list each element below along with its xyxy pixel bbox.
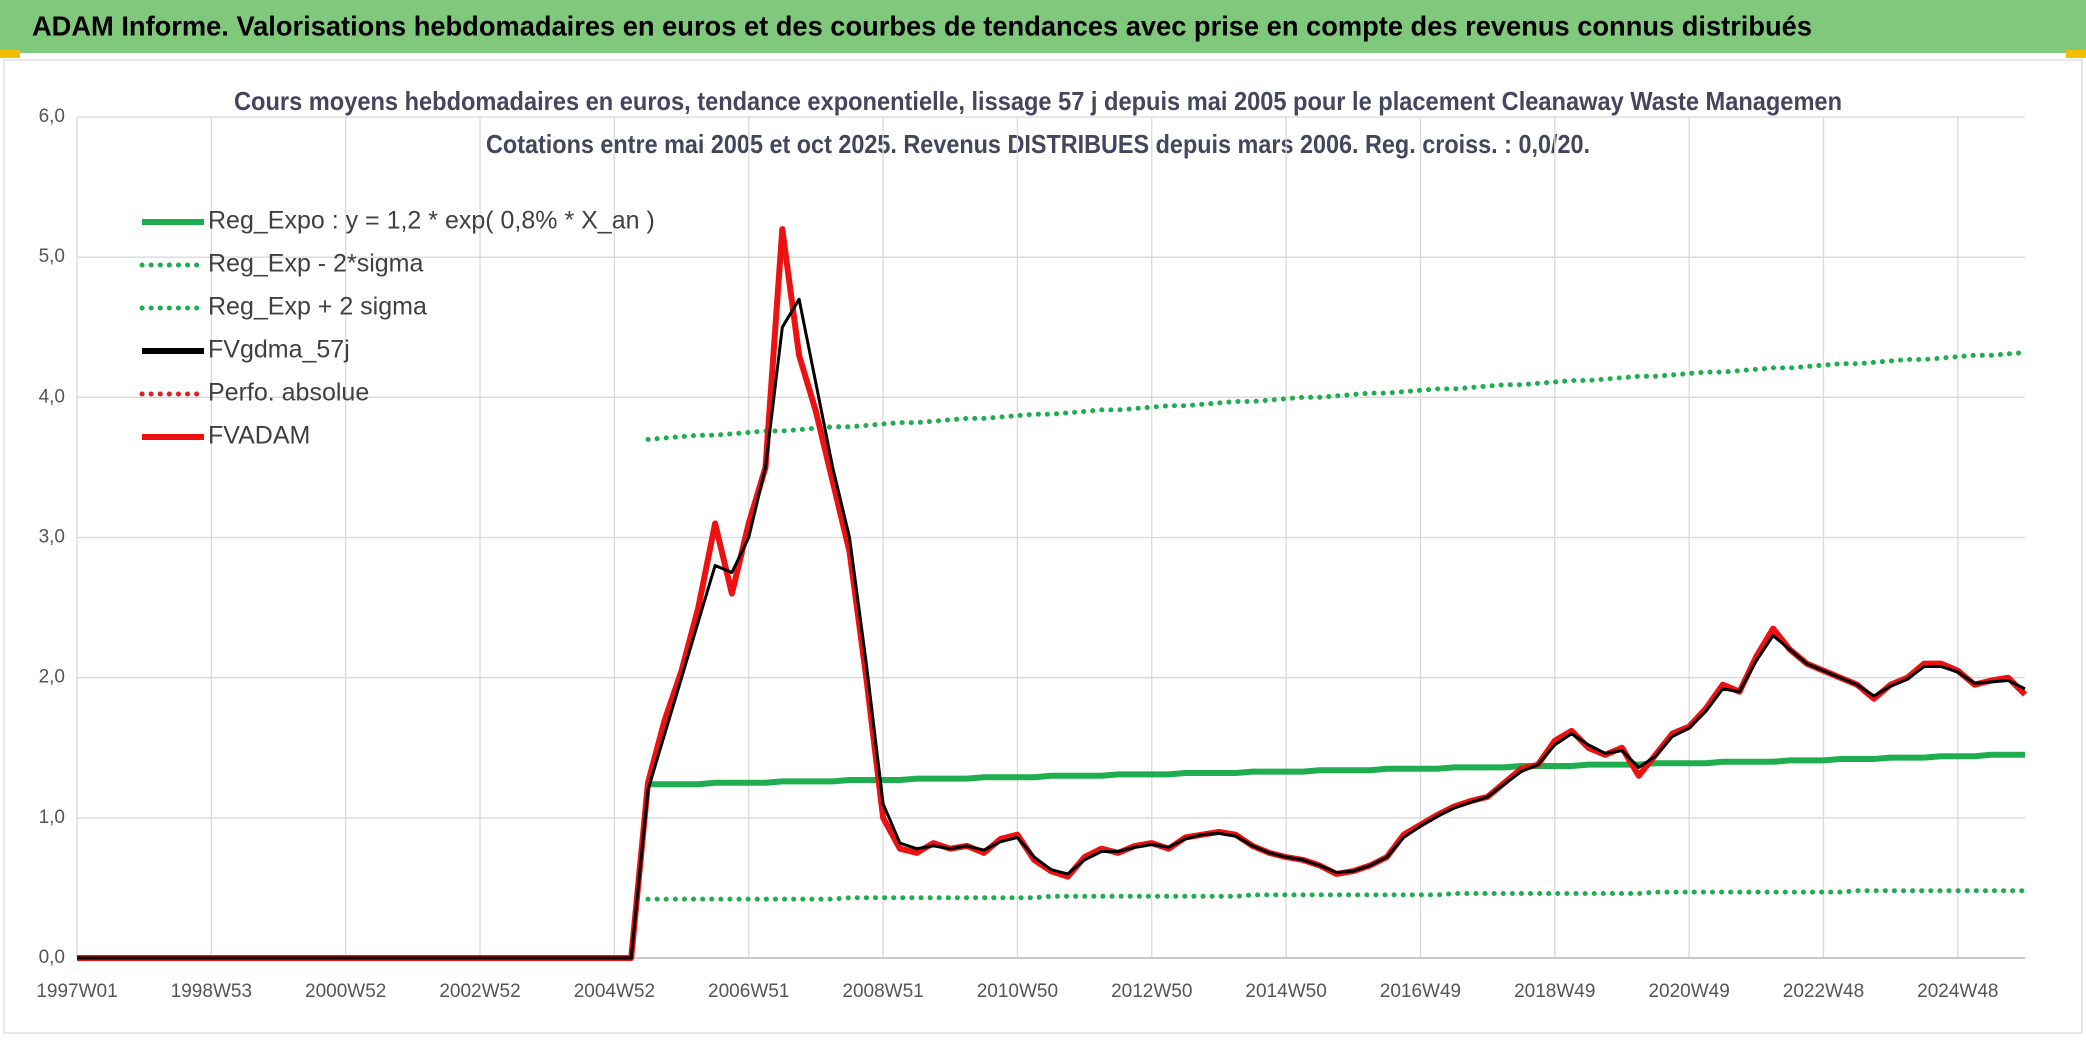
y-tick-label: 3,0 <box>39 527 65 548</box>
y-tick-label: 4,0 <box>39 386 65 407</box>
legend-label: FVgdma_57j <box>208 336 350 364</box>
x-tick-label: 2010W50 <box>977 981 1058 1002</box>
x-tick-label: 2024W48 <box>1917 981 1998 1002</box>
legend-label: Reg_Expo : y = 1,2 * exp( 0,8% * X_an ) <box>208 207 655 235</box>
x-tick-label: 2006W51 <box>708 981 789 1002</box>
x-tick-label: 2004W52 <box>574 981 655 1002</box>
corner-mark <box>0 50 20 58</box>
legend-label: Reg_Exp - 2*sigma <box>208 250 423 278</box>
x-tick-label: 2022W48 <box>1783 981 1864 1002</box>
series-line <box>645 350 2028 442</box>
x-tick-label: 1998W53 <box>171 981 252 1002</box>
x-tick-label: 2016W49 <box>1380 981 1461 1002</box>
y-tick-label: 1,0 <box>39 807 65 828</box>
series-line <box>77 297 2026 960</box>
page-title: ADAM Informe. Valorisations hebdomadaire… <box>32 10 1812 41</box>
x-tick-label: 2000W52 <box>305 981 386 1002</box>
legend-label: FVADAM <box>208 422 310 450</box>
corner-mark <box>2066 50 2086 58</box>
chart-frame <box>3 59 2083 1034</box>
y-tick-label: 5,0 <box>39 246 65 267</box>
series-line <box>645 888 2028 902</box>
y-tick-label: 2,0 <box>39 667 65 688</box>
chart-title: Cours moyens hebdomadaires en euros, ten… <box>234 86 1842 116</box>
legend-label: Perfo. absolue <box>208 379 369 407</box>
x-tick-label: 2012W50 <box>1111 981 1192 1002</box>
x-tick-label: 2014W50 <box>1245 981 1326 1002</box>
x-tick-label: 2018W49 <box>1514 981 1595 1002</box>
header-band <box>0 0 2086 53</box>
x-tick-label: 2008W51 <box>842 981 923 1002</box>
x-tick-label: 2020W49 <box>1648 981 1729 1002</box>
y-tick-label: 6,0 <box>39 106 65 127</box>
legend-label: Reg_Exp + 2 sigma <box>208 293 427 321</box>
x-tick-label: 2002W52 <box>439 981 520 1002</box>
chart-subtitle: Cotations entre mai 2005 et oct 2025. Re… <box>486 129 1590 159</box>
x-tick-label: 1997W01 <box>36 981 117 1002</box>
y-tick-label: 0,0 <box>39 947 65 968</box>
